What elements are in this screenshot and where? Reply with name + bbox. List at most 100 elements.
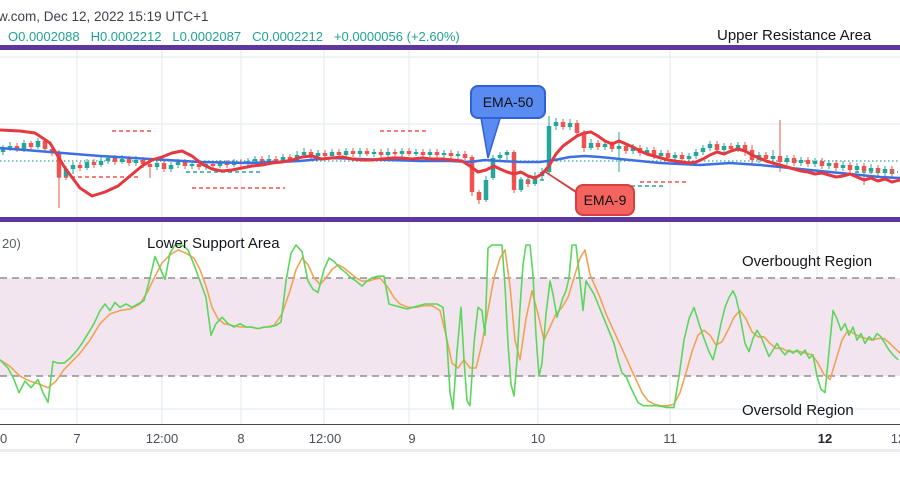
ohlc-legend[interactable]: O0.0002088 H0.0002212 L0.0002087 C0.0002… [8, 29, 460, 44]
ohlc-close-value: C0.0002212 [252, 29, 323, 44]
candlestick [630, 148, 636, 151]
x-axis-label: 12:00 [308, 431, 342, 446]
candlestick [70, 165, 76, 169]
watermark-datetime: w.com, Dec 12, 2022 15:19 UTC+1 [0, 9, 209, 24]
candlestick [448, 153, 454, 156]
candlestick [819, 161, 825, 166]
candlestick [84, 162, 90, 168]
ema50-callout-bubble[interactable]: EMA-50 [470, 85, 546, 119]
candlestick [357, 151, 363, 154]
stochastic-params-label[interactable]: 20) [2, 236, 21, 251]
candlestick [217, 163, 223, 166]
candlestick [378, 152, 384, 155]
x-axis-label: 10 [530, 431, 546, 446]
candlestick [119, 159, 125, 162]
candlestick [105, 158, 111, 161]
candlestick [798, 160, 804, 163]
candlestick [777, 156, 783, 162]
oversold-region-label[interactable]: Oversold Region [742, 402, 854, 419]
candlestick [56, 152, 62, 177]
candlestick [560, 122, 566, 127]
candlestick [147, 164, 153, 167]
upper-resistance-label[interactable]: Upper Resistance Area [717, 27, 872, 44]
candlestick [497, 155, 503, 158]
candlestick [0, 148, 6, 152]
candlestick [567, 123, 573, 127]
candlestick [826, 163, 832, 166]
x-axis-label: 12 [817, 431, 833, 446]
candlestick [805, 160, 811, 164]
candlestick [434, 152, 440, 155]
candlestick [28, 143, 34, 147]
candlestick [175, 162, 181, 165]
candlestick [742, 145, 748, 152]
candlestick [399, 151, 405, 154]
stochastic-K-line [0, 244, 899, 410]
x-axis-label: 12:00 [890, 431, 900, 446]
candlestick [259, 159, 265, 162]
candlestick [791, 158, 797, 163]
ema9-callout-bubble[interactable]: EMA-9 [575, 184, 635, 216]
ohlc-high-value: H0.0002212 [90, 29, 162, 44]
candlestick [651, 150, 657, 156]
candlestick [833, 163, 839, 168]
bottom-separator [0, 449, 900, 452]
candlestick [763, 155, 769, 159]
candlestick [280, 157, 286, 161]
candlestick [210, 164, 216, 166]
upper-resistance-line[interactable] [0, 45, 900, 50]
candlestick [658, 153, 664, 156]
lower-support-line[interactable] [0, 217, 900, 222]
candlestick [455, 154, 461, 156]
candlestick [875, 168, 881, 173]
candlestick [707, 144, 713, 148]
candlestick [14, 146, 20, 149]
candlestick [595, 143, 601, 147]
candlestick [35, 141, 41, 147]
candlestick [77, 165, 83, 168]
candlestick [161, 163, 167, 169]
candlestick [483, 180, 489, 200]
candlestick [385, 152, 391, 155]
candlestick [686, 156, 692, 159]
candlestick [350, 151, 356, 154]
candlestick [98, 161, 104, 165]
x-axis-label: 7 [73, 431, 81, 446]
x-axis-label: 11 [663, 431, 677, 446]
candlestick [308, 152, 314, 156]
candlestick [273, 159, 279, 161]
candlestick [196, 164, 202, 167]
candlestick [518, 180, 524, 190]
candlestick [224, 163, 230, 165]
candlestick [847, 165, 853, 170]
candlestick [322, 153, 328, 156]
ohlc-open-value: O0.0002088 [8, 29, 80, 44]
candlestick [126, 159, 132, 163]
candlestick [21, 143, 27, 149]
candlestick [504, 152, 510, 155]
candlestick [182, 162, 188, 166]
candlestick [462, 154, 468, 158]
time-axis[interactable]: 00 7 12:00 8 12:00 9 10 11 12 12:00 [0, 424, 900, 450]
candlestick [714, 144, 720, 150]
candlestick [252, 159, 258, 161]
candlestick [721, 146, 727, 150]
candlestick [301, 152, 307, 155]
candlestick [266, 159, 272, 162]
candlestick [91, 162, 97, 165]
x-axis-label: 00 [0, 431, 8, 446]
candlestick [476, 192, 482, 200]
candlestick [406, 151, 412, 154]
candlestick [413, 152, 419, 154]
candlestick [840, 165, 846, 168]
lower-support-label[interactable]: Lower Support Area [147, 235, 280, 252]
candlestick [420, 152, 426, 155]
candlestick [616, 146, 622, 149]
candlestick [189, 164, 195, 166]
candlestick [644, 150, 650, 153]
candlestick [364, 151, 370, 154]
candlestick [112, 158, 118, 162]
candlestick [854, 166, 860, 170]
overbought-region-label[interactable]: Overbought Region [742, 253, 873, 270]
